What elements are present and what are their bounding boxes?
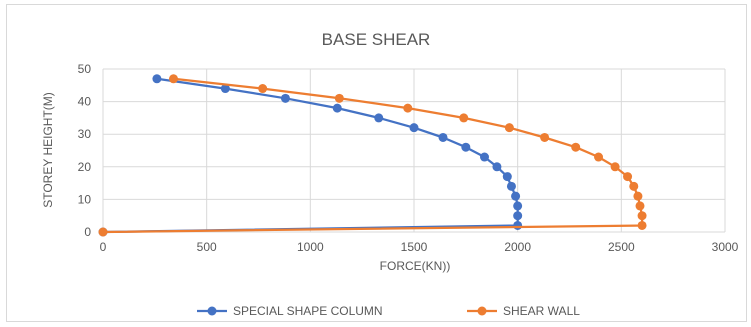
data-point: [571, 142, 581, 152]
chart-frame: [6, 4, 747, 322]
data-point: [506, 181, 516, 191]
data-point: [637, 211, 647, 221]
legend-label: SPECIAL SHAPE COLUMN: [233, 304, 383, 318]
legend-marker: [207, 306, 217, 316]
legend-item: SHEAR WALL: [467, 304, 580, 318]
data-point: [374, 113, 384, 123]
data-point: [280, 93, 290, 103]
chart-title: BASE SHEAR: [322, 30, 431, 49]
y-tick-label: 10: [78, 192, 92, 206]
x-tick-label: 0: [100, 240, 107, 254]
data-point: [513, 211, 523, 221]
legend-marker: [477, 306, 487, 316]
x-tick-label: 3000: [712, 240, 739, 254]
x-tick-label: 500: [197, 240, 217, 254]
data-point: [610, 162, 620, 172]
x-tick-label: 2000: [504, 240, 531, 254]
y-tick-label: 40: [78, 95, 92, 109]
y-axis-label: STOREY HEIGHT(M): [41, 92, 55, 208]
data-point: [409, 123, 419, 133]
x-tick-label: 2500: [608, 240, 635, 254]
data-point: [220, 84, 230, 94]
y-tick-label: 0: [84, 225, 91, 239]
data-point: [637, 220, 647, 230]
data-point: [98, 227, 108, 237]
data-point: [168, 74, 178, 84]
data-point: [594, 152, 604, 162]
data-point: [513, 201, 523, 211]
data-point: [479, 152, 489, 162]
data-point: [504, 123, 514, 133]
legend-item: SPECIAL SHAPE COLUMN: [197, 304, 383, 318]
legend-label: SHEAR WALL: [503, 304, 580, 318]
data-point: [258, 84, 268, 94]
data-point: [403, 103, 413, 113]
x-tick-label: 1500: [401, 240, 428, 254]
data-point: [334, 93, 344, 103]
data-point: [461, 142, 471, 152]
data-point: [511, 191, 521, 201]
data-point: [629, 181, 639, 191]
y-tick-label: 20: [78, 160, 92, 174]
data-point: [633, 191, 643, 201]
x-axis-label: FORCE(KN)): [380, 259, 451, 273]
data-point: [438, 132, 448, 142]
data-point: [623, 172, 633, 182]
gridlines: [102, 68, 726, 233]
data-point: [332, 103, 342, 113]
data-point: [540, 132, 550, 142]
data-point: [459, 113, 469, 123]
legend: SPECIAL SHAPE COLUMN SHEAR WALL: [197, 304, 580, 318]
series-shear-wall: [98, 74, 647, 237]
y-tick-label: 30: [78, 127, 92, 141]
data-point: [502, 172, 512, 182]
x-tick-label: 1000: [297, 240, 324, 254]
data-point: [635, 201, 645, 211]
series: [98, 74, 647, 237]
data-point: [152, 74, 162, 84]
y-tick-label: 50: [78, 62, 92, 76]
data-point: [492, 162, 502, 172]
data-point: [513, 220, 523, 230]
